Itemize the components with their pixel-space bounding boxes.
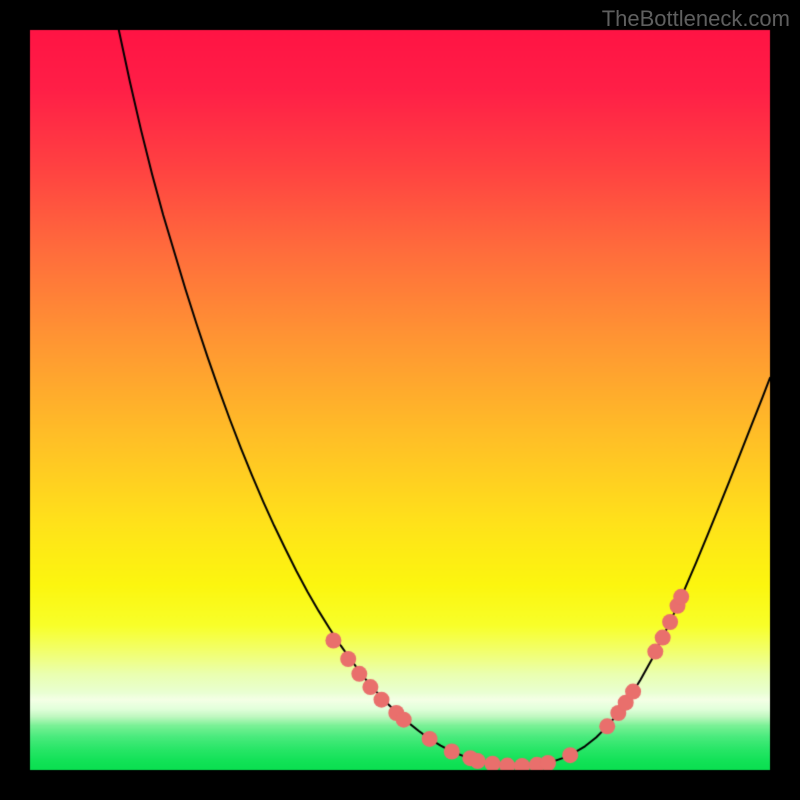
watermark: TheBottleneck.com	[602, 6, 790, 32]
stage: TheBottleneck.com	[0, 0, 800, 800]
chart-canvas	[0, 0, 800, 800]
